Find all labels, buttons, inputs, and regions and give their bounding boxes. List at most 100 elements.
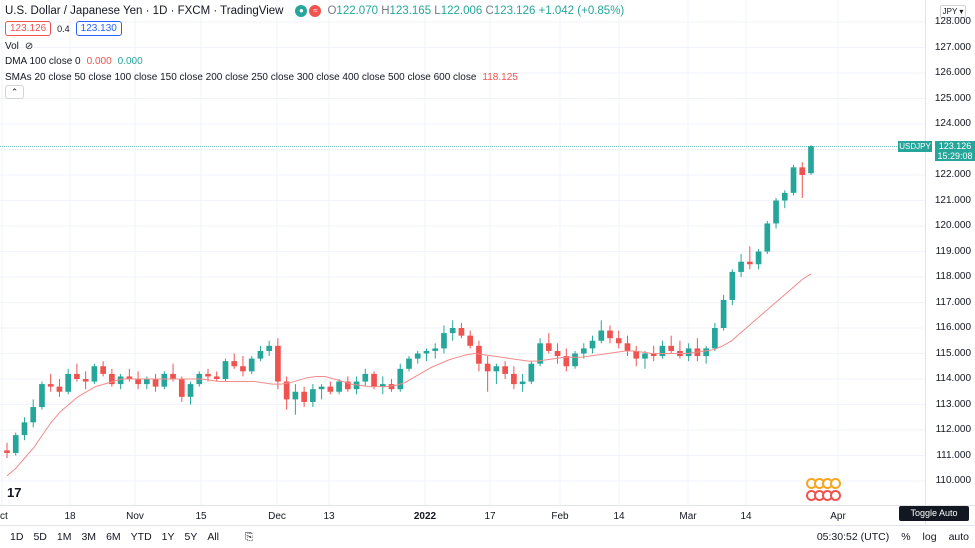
economic-events[interactable] <box>806 478 841 502</box>
percent-scale-button[interactable]: % <box>901 531 911 543</box>
candle-body <box>362 373 369 382</box>
candle-body <box>493 366 500 372</box>
candle-body <box>511 373 517 385</box>
market-status-badge[interactable]: ● ≈ <box>295 5 322 17</box>
candle-body <box>301 391 307 402</box>
dma-legend[interactable]: DMA 100 close 0 0.000 0.000 <box>5 56 143 67</box>
candle-body <box>764 223 771 252</box>
dma-label: DMA 100 close 0 <box>5 56 81 67</box>
chevron-up-icon: ⌃ <box>10 87 19 97</box>
smas-value: 118.125 <box>482 72 518 83</box>
auto-scale-tooltip: Toggle Auto Scale <box>899 506 969 533</box>
candle-body <box>30 407 37 423</box>
candle-body <box>615 338 622 344</box>
candle-body <box>126 376 133 379</box>
time-axis-label: 14 <box>740 511 752 522</box>
candle-body <box>537 343 543 364</box>
candle-body <box>12 435 19 453</box>
timeframe-5y-button[interactable]: 5Y <box>184 531 198 543</box>
candle-body <box>607 330 613 339</box>
timeframe-all-button[interactable]: All <box>207 531 220 543</box>
candle-body <box>74 373 80 379</box>
candle-body <box>650 353 657 357</box>
time-axis-label: Nov <box>126 511 144 522</box>
timeframe-6m-button[interactable]: 6M <box>106 531 121 543</box>
candle-body <box>572 353 578 367</box>
jp-flag-event-icon[interactable] <box>830 490 841 501</box>
candle-body <box>371 373 377 387</box>
candle-body <box>712 328 718 349</box>
candle-body <box>668 345 675 351</box>
timeframe-3m-button[interactable]: 3M <box>81 531 97 543</box>
candle-body <box>790 167 797 193</box>
spread-value: 0.4 <box>57 23 70 34</box>
date-range-icon[interactable]: ⎘ <box>245 530 254 543</box>
candle-body <box>91 366 98 382</box>
us-flag-event-icon[interactable] <box>830 478 841 489</box>
price-axis-label: 114.000 <box>935 373 971 384</box>
candle-body <box>248 358 255 372</box>
candle-body <box>449 328 456 334</box>
candle-body <box>205 373 211 377</box>
price-axis-label: 122.000 <box>934 169 971 180</box>
timeframe-1m-button[interactable]: 1M <box>56 531 72 543</box>
candle-body <box>65 373 72 392</box>
price-axis-label: 116.000 <box>935 322 971 333</box>
candle-body <box>257 350 264 359</box>
candle-body <box>170 373 176 379</box>
dma-value-1: 0.000 <box>86 56 112 67</box>
candle-body <box>344 381 351 390</box>
time-axis-label: 2022 <box>413 511 437 522</box>
volume-legend[interactable]: Vol ⊘ <box>5 41 33 52</box>
symbol-title: U.S. Dollar / Japanese Yen · 1D · FXCM ·… <box>5 5 284 17</box>
time-axis-label: 14 <box>613 511 625 522</box>
bar-countdown: 15:29:08 <box>937 151 973 161</box>
candle-body <box>755 251 762 265</box>
data-delay-icon: ≈ <box>309 5 322 17</box>
candle-body <box>292 391 299 400</box>
timeframe-5d-button[interactable]: 5D <box>33 531 47 543</box>
tradingview-logo-icon[interactable]: 17 <box>7 485 22 500</box>
sell-price-button[interactable]: 123.126 <box>5 21 52 36</box>
candle-body <box>519 381 526 385</box>
candle-body <box>781 192 788 201</box>
currency-selector[interactable]: JPY ▾ <box>940 5 966 18</box>
candle-body <box>642 353 648 359</box>
price-axis-label: 127.000 <box>934 41 971 53</box>
auto-scale-button[interactable]: auto <box>948 531 969 543</box>
candle-body <box>484 363 491 372</box>
last-price-value: 123.126 <box>938 141 972 151</box>
candle-body <box>720 299 727 328</box>
log-scale-button[interactable]: log <box>922 531 937 543</box>
candle-body <box>275 345 281 382</box>
candle-body <box>467 335 474 346</box>
candle-body <box>432 348 439 351</box>
candle-body <box>231 361 238 367</box>
buy-price-button[interactable]: 123.130 <box>75 21 122 36</box>
candle-body <box>109 373 115 385</box>
last-price-tag: 123.126 15:29:08 <box>935 141 975 161</box>
timeframe-1d-button[interactable]: 1D <box>10 531 24 543</box>
candle-body <box>4 450 10 453</box>
price-axis-label: 126.000 <box>934 67 971 78</box>
price-axis-label: 124.000 <box>934 118 971 129</box>
candle-body <box>773 200 779 224</box>
candle-body <box>624 343 631 351</box>
collapse-legend-button[interactable]: ⌃ <box>5 85 24 99</box>
price-axis-label: 128.000 <box>934 16 971 27</box>
utc-clock[interactable]: 05:30:52 (UTC) <box>816 531 890 543</box>
time-axis-label: 15 <box>195 511 207 522</box>
timeframe-1y-button[interactable]: 1Y <box>161 531 175 543</box>
eye-hidden-icon[interactable]: ⊘ <box>24 41 34 52</box>
candle-body <box>100 366 106 374</box>
candle-body <box>310 389 316 402</box>
price-axis-label: 119.000 <box>935 245 971 257</box>
candle-body <box>476 345 482 364</box>
candle-body <box>47 384 54 387</box>
candle-body <box>633 350 640 359</box>
timeframe-ytd-button[interactable]: YTD <box>130 531 152 543</box>
smas-legend[interactable]: SMAs 20 close 50 close 100 close 150 clo… <box>5 72 518 83</box>
candle-body <box>406 358 412 369</box>
candle-body <box>213 376 220 379</box>
